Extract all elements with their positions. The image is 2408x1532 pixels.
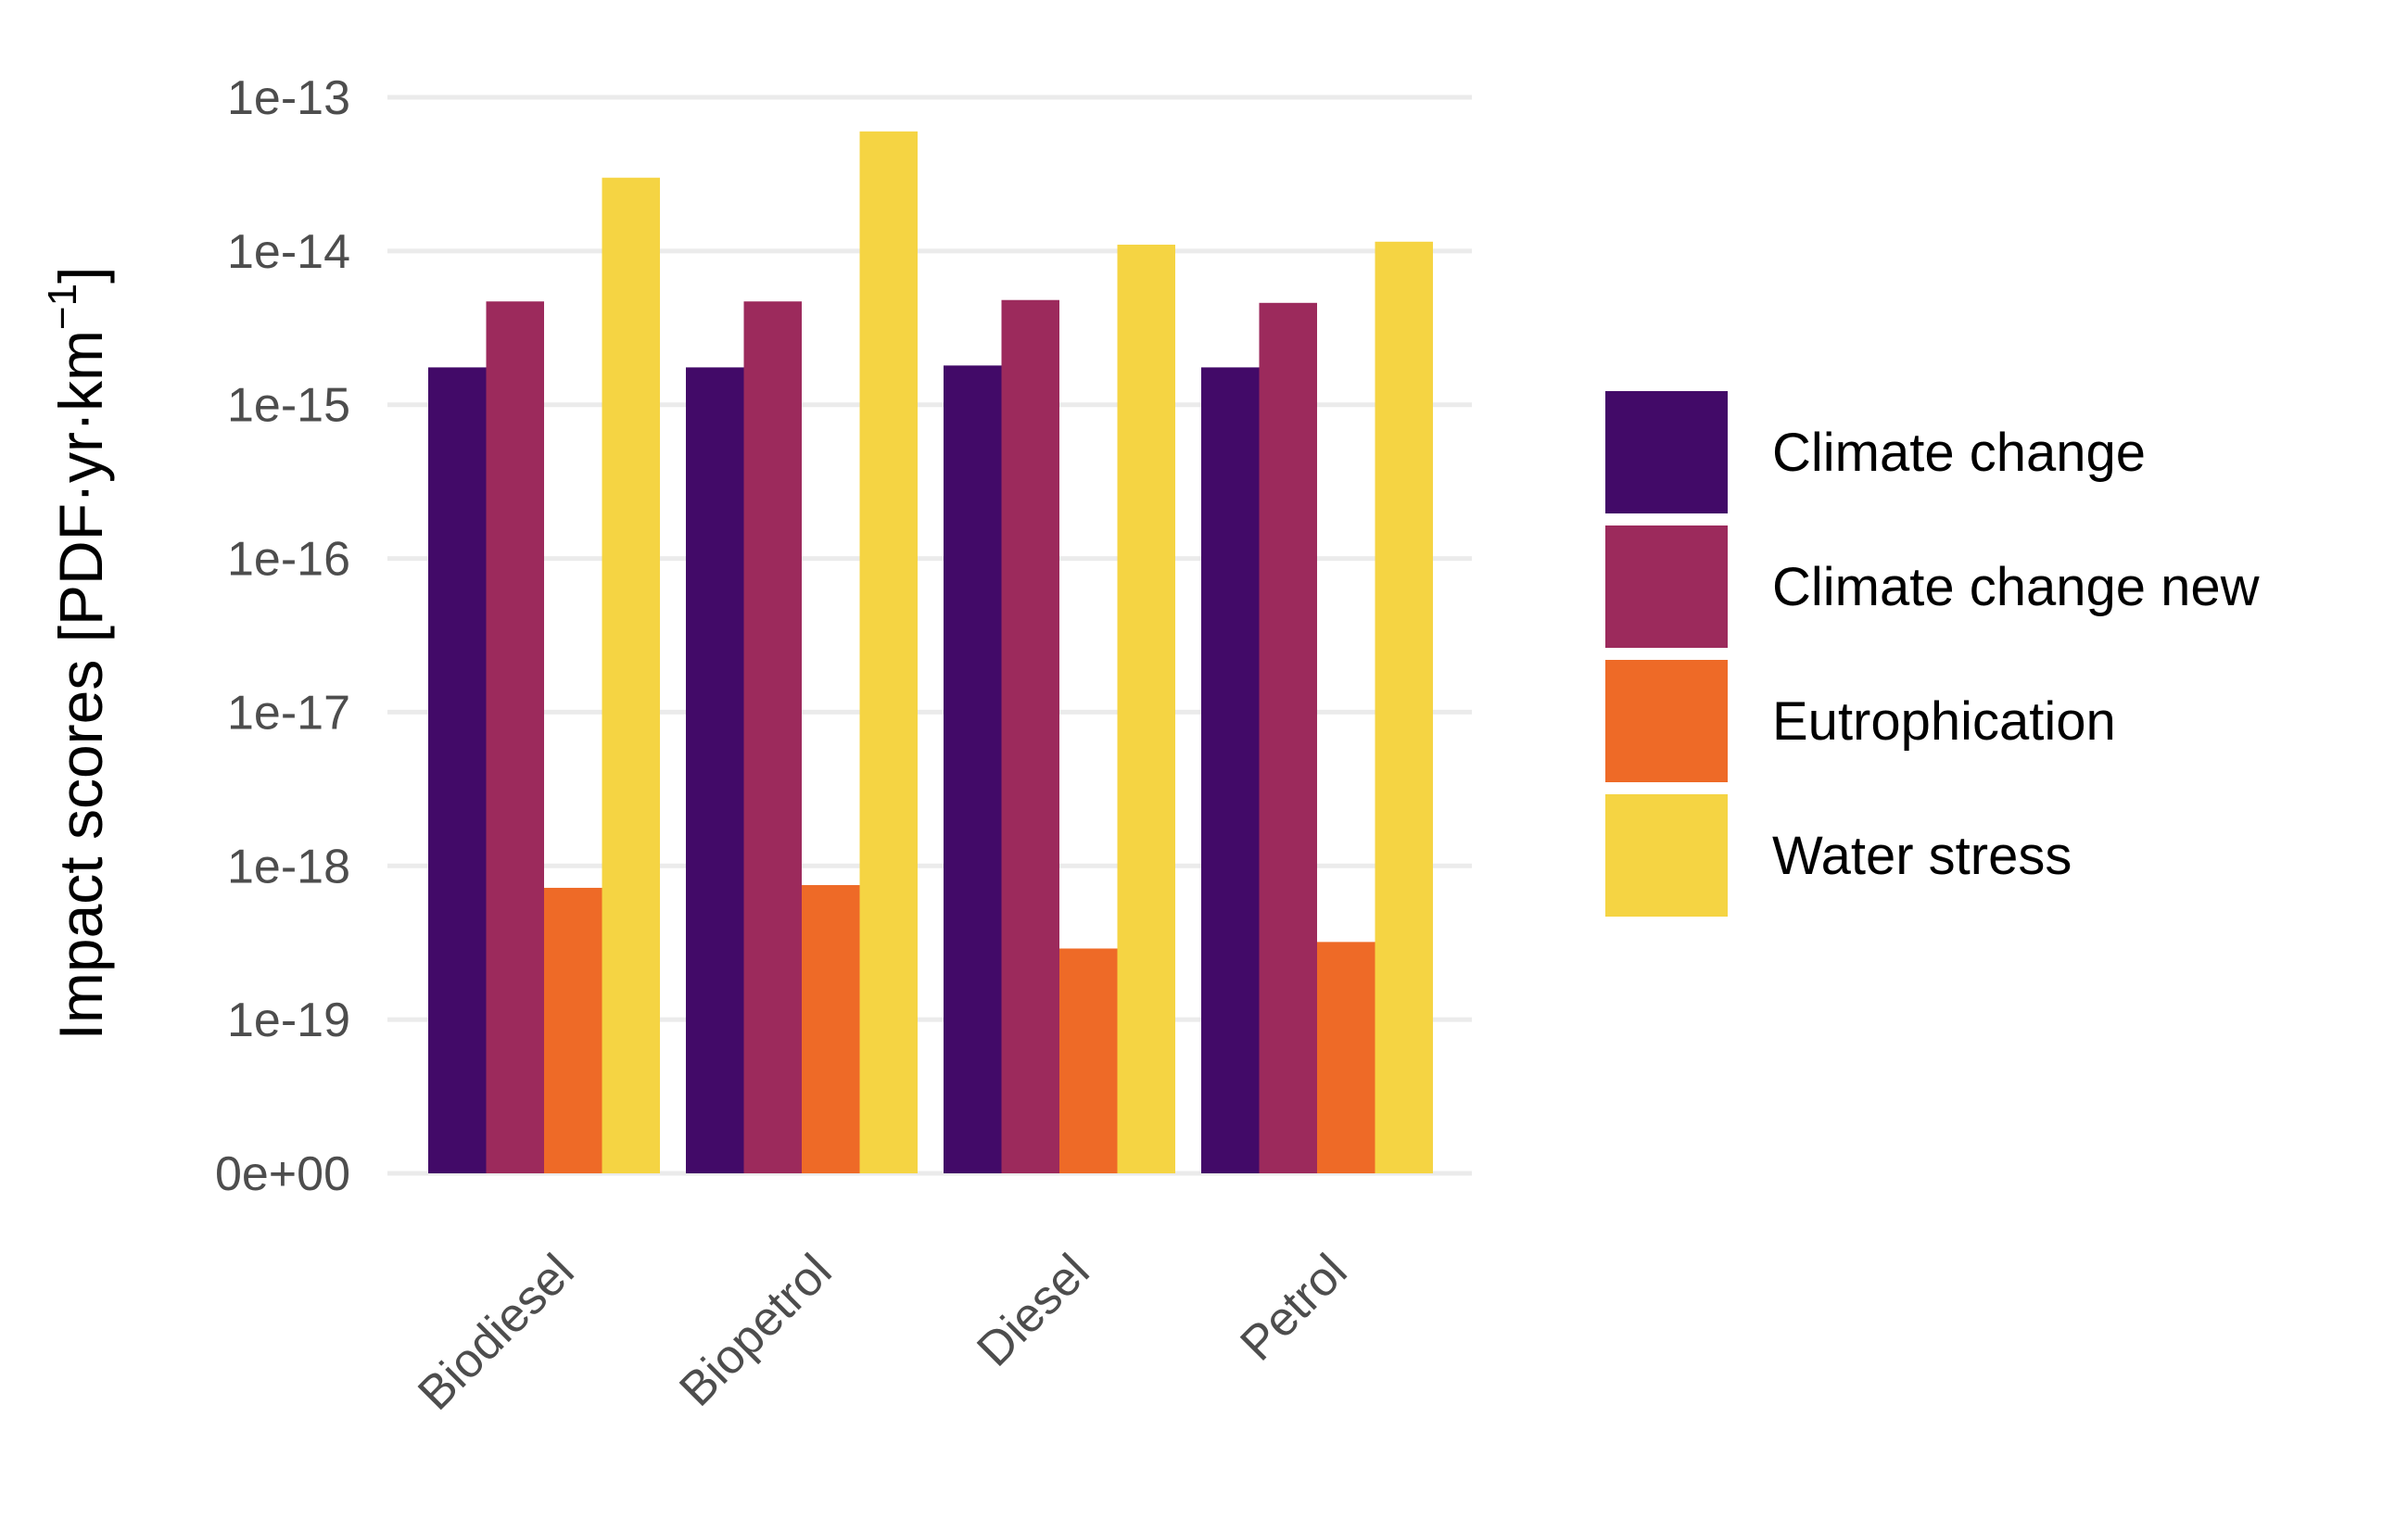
bar: [486, 301, 544, 1173]
bars: [428, 131, 1433, 1174]
bar: [802, 885, 860, 1173]
bar: [859, 131, 918, 1174]
bar: [428, 367, 487, 1174]
y-tick-label: 1e-14: [227, 225, 350, 279]
y-tick-labels: 0e+00 1e-19 1e-18 1e-17 1e-16 1e-15 1e-14 1e-13: [215, 71, 350, 1201]
y-tick-label: 1e-17: [227, 686, 350, 740]
bar: [944, 365, 1002, 1174]
bar: [1117, 244, 1175, 1173]
x-tick-label: Petrol: [1230, 1244, 1357, 1371]
y-axis-label-main: Impact scores [PDF·yr·km: [46, 330, 115, 1040]
bar: [686, 367, 744, 1174]
bar: [1375, 241, 1433, 1173]
legend: Climate change Climate change new Eutrophi…: [1605, 391, 2261, 917]
x-tick-labels: Biodiesel Biopetrol Diesel Petrol: [408, 1244, 1357, 1420]
legend-key: [1605, 525, 1728, 648]
y-tick-label: 0e+00: [215, 1147, 350, 1201]
legend-key: [1605, 794, 1728, 917]
y-tick-label: 1e-15: [227, 379, 350, 433]
y-axis-label-close: ]: [46, 267, 115, 284]
legend-key: [1605, 660, 1728, 782]
y-tick-label: 1e-16: [227, 533, 350, 587]
bar: [1059, 948, 1118, 1173]
x-tick-label: Biodiesel: [408, 1244, 584, 1420]
bar: [1317, 942, 1375, 1173]
y-tick-label: 1e-18: [227, 840, 350, 893]
bar: [1259, 302, 1317, 1174]
bar: [1201, 367, 1260, 1174]
bar: [743, 301, 802, 1173]
y-tick-label: 1e-13: [227, 71, 350, 125]
legend-key: [1605, 391, 1728, 513]
y-axis-label-superscript: −1: [40, 284, 85, 330]
x-tick-label: Diesel: [967, 1244, 1099, 1376]
legend-label: Climate change: [1772, 423, 2146, 483]
y-axis-label: Impact scores [PDF·yr·km−1]: [40, 267, 115, 1041]
legend-label: Water stress: [1772, 826, 2072, 886]
bar: [602, 177, 660, 1174]
legend-label: Climate change new: [1772, 557, 2261, 617]
bar: [544, 887, 602, 1173]
bar: [1001, 299, 1059, 1173]
x-tick-label: Biopetrol: [669, 1244, 842, 1416]
legend-label: Eutrophication: [1772, 691, 2116, 752]
y-tick-label: 1e-19: [227, 994, 350, 1047]
